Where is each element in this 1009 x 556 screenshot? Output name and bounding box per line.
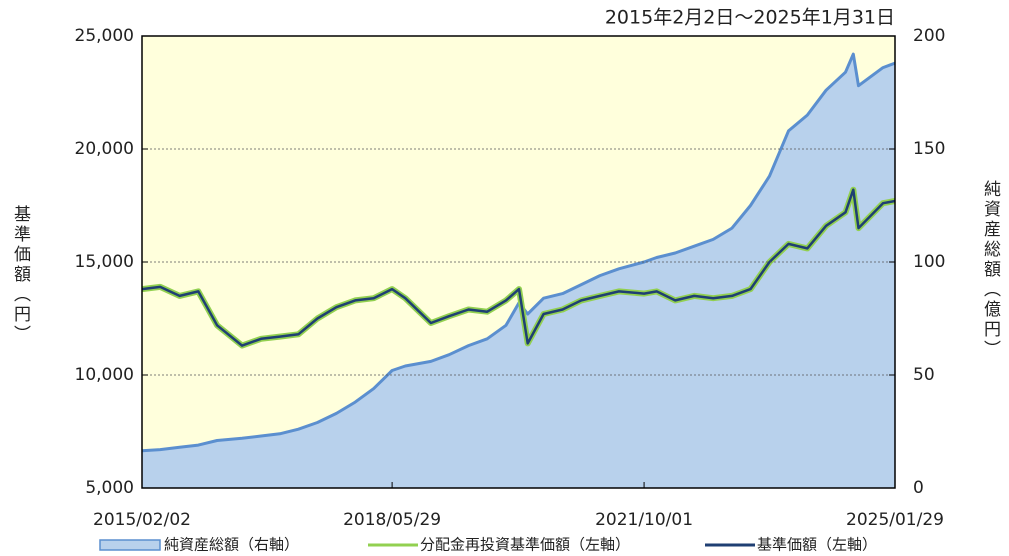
plot-frame	[141, 35, 896, 489]
legend-label: 基準価額（左軸）	[757, 536, 877, 554]
legend-label: 純資産総額（右軸）	[164, 536, 299, 554]
area-edge	[141, 52, 896, 453]
x-tick-label: 2021/10/01	[595, 510, 693, 530]
legend-swatch	[99, 539, 161, 551]
legend-label: 分配金再投資基準価額（左軸）	[420, 536, 630, 554]
y2-axis-label: 純資産総額（億円）	[980, 180, 1001, 360]
y-tick-label: 10,000	[75, 365, 134, 385]
y-tick-label: 5,000	[85, 478, 134, 498]
y2-tick-label: 50	[913, 365, 935, 385]
line	[141, 188, 896, 347]
y2-tick-label: 150	[913, 139, 945, 159]
x-tick-label: 2015/02/02	[93, 510, 191, 530]
x-tick-label: 2025/01/29	[846, 510, 944, 530]
y-tick-label: 15,000	[75, 252, 134, 272]
chart-subtitle: 2015年2月2日～2025年1月31日	[605, 7, 895, 29]
y2-tick-label: 100	[913, 252, 945, 272]
y-tick-label: 20,000	[75, 139, 134, 159]
y-tick-label: 25,000	[75, 26, 134, 46]
y2-tick-label: 200	[913, 26, 945, 46]
x-tick-label: 2018/05/29	[343, 510, 441, 530]
y2-tick-label: 0	[913, 478, 924, 498]
y-axis-label: 基準価額（円）	[10, 205, 31, 345]
area	[142, 54, 895, 488]
